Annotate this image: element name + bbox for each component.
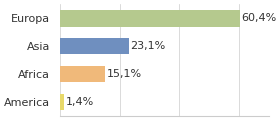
Text: 60,4%: 60,4% (242, 13, 277, 23)
Bar (60, 10, 240, 27)
Bar (60, 66, 105, 82)
Text: 15,1%: 15,1% (107, 69, 142, 79)
Text: 23,1%: 23,1% (130, 41, 166, 51)
Text: 1,4%: 1,4% (66, 97, 94, 107)
Bar (60, 38, 129, 54)
Bar (60, 93, 64, 110)
